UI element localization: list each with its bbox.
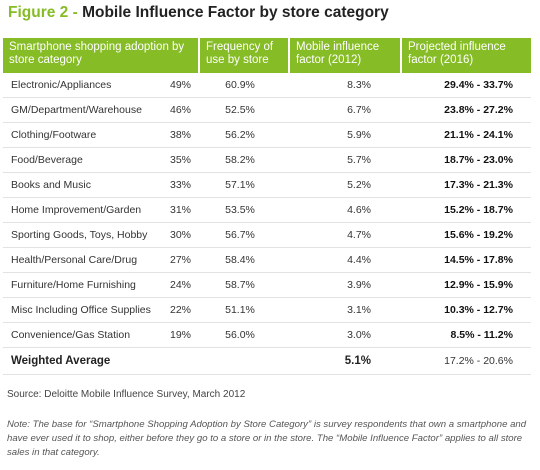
adoption-value: 27% [169,254,191,266]
frequency-cell: 57.1% [199,172,289,198]
table-row: Health/Personal Care/Drug 27% 58.4% 4.4% 14.… [3,247,531,273]
category-label: GM/Department/Warehouse [11,104,142,116]
frequency-cell: 58.4% [199,247,289,273]
category-adoption-cell: Food/Beverage 35% [3,147,199,173]
frequency-cell: 56.7% [199,222,289,248]
weighted-average-label: Weighted Average [3,347,199,375]
category-adoption-cell: Electronic/Appliances 49% [3,73,199,98]
weighted-average-frequency [199,347,289,375]
footnote: Note: The base for “Smartphone Shopping … [7,419,527,458]
category-label: Sporting Goods, Toys, Hobby [11,229,148,241]
adoption-value: 35% [169,154,191,166]
mif-2012-cell: 5.9% [289,122,401,148]
category-adoption-cell: Books and Music 33% [3,172,199,198]
category-label: Furniture/Home Furnishing [11,279,136,291]
projected-2016-cell: 14.5% - 17.8% [401,247,531,273]
figure-title: Figure 2 - Mobile Influence Factor by st… [8,1,389,25]
projected-2016-cell: 15.6% - 19.2% [401,222,531,248]
category-adoption-cell: Clothing/Footware 38% [3,122,199,148]
category-label: Clothing/Footware [11,129,97,141]
category-adoption-cell: Misc Including Office Supplies 22% [3,297,199,323]
frequency-cell: 58.7% [199,272,289,298]
category-adoption-cell: Convenience/Gas Station 19% [3,322,199,348]
header-frequency: Frequency of use by store [199,38,290,73]
adoption-value: 31% [169,204,191,216]
projected-2016-cell: 10.3% - 12.7% [401,297,531,323]
category-label: Home Improvement/Garden [11,204,142,216]
mif-2012-cell: 4.7% [289,222,401,248]
projected-2016-cell: 29.4% - 33.7% [401,73,531,98]
mif-2012-cell: 3.0% [289,322,401,348]
category-adoption-cell: GM/Department/Warehouse 46% [3,97,199,123]
weighted-average-mif-2012: 5.1% [289,347,401,375]
mif-2012-cell: 6.7% [289,97,401,123]
frequency-cell: 52.5% [199,97,289,123]
weighted-average-row: Weighted Average 5.1% 17.2% - 20.6% [3,347,531,375]
table-header-row: Smartphone shopping adoption by store ca… [3,38,531,73]
adoption-value: 22% [169,304,191,316]
category-adoption-cell: Furniture/Home Furnishing 24% [3,272,199,298]
frequency-cell: 51.1% [199,297,289,323]
mif-2012-cell: 4.6% [289,197,401,223]
category-adoption-cell: Health/Personal Care/Drug 27% [3,247,199,273]
frequency-cell: 56.0% [199,322,289,348]
table-row: Books and Music 33% 57.1% 5.2% 17.3% - 21.3% [3,172,531,198]
header-category: Smartphone shopping adoption by store ca… [3,38,200,73]
category-label: Convenience/Gas Station [11,329,131,341]
mif-2012-cell: 3.1% [289,297,401,323]
projected-2016-cell: 23.8% - 27.2% [401,97,531,123]
category-adoption-cell: Home Improvement/Garden 31% [3,197,199,223]
table-row: Food/Beverage 35% 58.2% 5.7% 18.7% - 23.0% [3,147,531,173]
table-row: Misc Including Office Supplies 22% 51.1% 3.… [3,297,531,323]
weighted-average-projected-2016: 17.2% - 20.6% [401,347,531,375]
adoption-value: 46% [169,104,191,116]
projected-2016-cell: 15.2% - 18.7% [401,197,531,223]
category-label: Books and Music [11,179,91,191]
header-mif-2012: Mobile influence factor (2012) [289,38,402,73]
category-label: Electronic/Appliances [11,79,112,91]
projected-2016-cell: 17.3% - 21.3% [401,172,531,198]
projected-2016-cell: 12.9% - 15.9% [401,272,531,298]
frequency-cell: 53.5% [199,197,289,223]
table-row: GM/Department/Warehouse 46% 52.5% 6.7% 23.8%… [3,97,531,123]
adoption-value: 49% [169,79,191,91]
projected-2016-cell: 21.1% - 24.1% [401,122,531,148]
frequency-cell: 60.9% [199,73,289,98]
mif-2012-cell: 4.4% [289,247,401,273]
mif-2012-cell: 5.2% [289,172,401,198]
figure-title-text: Mobile Influence Factor by store categor… [82,4,389,21]
table-row: Furniture/Home Furnishing 24% 58.7% 3.9% 12.… [3,272,531,298]
mif-2012-cell: 5.7% [289,147,401,173]
table-body: Electronic/Appliances 49% 60.9% 8.3% 29.4% -… [3,73,531,375]
category-label: Food/Beverage [11,154,83,166]
adoption-value: 24% [169,279,191,291]
table-row: Home Improvement/Garden 31% 53.5% 4.6% 15.2%… [3,197,531,223]
table-row: Convenience/Gas Station 19% 56.0% 3.0% 8.5% … [3,322,531,348]
adoption-value: 19% [169,329,191,341]
table-row: Clothing/Footware 38% 56.2% 5.9% 21.1% - 24.… [3,122,531,148]
frequency-cell: 58.2% [199,147,289,173]
table-row: Sporting Goods, Toys, Hobby 30% 56.7% 4.7% 1… [3,222,531,248]
source-note: Source: Deloitte Mobile Influence Survey… [7,389,246,400]
category-label: Misc Including Office Supplies [11,304,151,316]
category-label: Health/Personal Care/Drug [11,254,138,266]
mobile-influence-table: Smartphone shopping adoption by store ca… [3,38,531,375]
table-row: Electronic/Appliances 49% 60.9% 8.3% 29.4% -… [3,73,531,98]
projected-2016-cell: 8.5% - 11.2% [401,322,531,348]
figure-separator: - [68,4,83,21]
adoption-value: 38% [169,129,191,141]
figure-number: Figure 2 [8,4,69,21]
adoption-value: 33% [169,179,191,191]
mif-2012-cell: 8.3% [289,73,401,98]
adoption-value: 30% [169,229,191,241]
header-projected-2016: Projected influence factor (2016) [401,38,531,73]
frequency-cell: 56.2% [199,122,289,148]
mif-2012-cell: 3.9% [289,272,401,298]
category-adoption-cell: Sporting Goods, Toys, Hobby 30% [3,222,199,248]
projected-2016-cell: 18.7% - 23.0% [401,147,531,173]
